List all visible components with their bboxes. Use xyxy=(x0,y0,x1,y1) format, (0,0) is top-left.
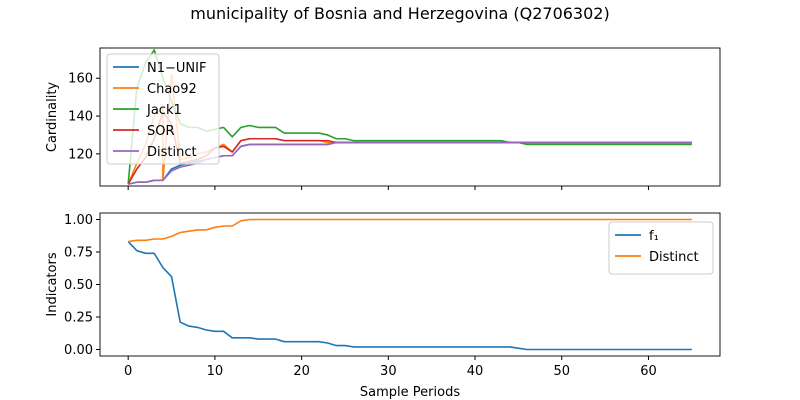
y-tick-label: 0.75 xyxy=(64,246,93,261)
series-line xyxy=(128,141,692,185)
y-tick-label: 140 xyxy=(68,110,93,125)
legend-label: Distinct xyxy=(649,250,699,265)
legend-label: Distinct xyxy=(147,145,197,160)
axes-frame xyxy=(99,212,721,357)
series-line xyxy=(127,241,692,351)
legend: f₁ Distinct xyxy=(608,221,714,275)
series-line xyxy=(128,218,692,243)
legend-box xyxy=(608,221,714,275)
legend-label: N1−UNIF xyxy=(147,61,206,76)
x-tick-label: 40 xyxy=(467,364,484,379)
x-tick-label: 20 xyxy=(293,364,310,379)
y-tick-label: 160 xyxy=(68,72,93,87)
y-tick-label: 120 xyxy=(68,147,93,162)
x-tick-label: 10 xyxy=(207,364,224,379)
legend-label: Jack1 xyxy=(146,103,182,118)
indicators-axes: 0 10 20 30 40 50 60 0.00 0.25 0.50 0.75 1.00 Indicat… xyxy=(45,212,721,400)
cardinality-axes: 120 140 160 Cardinality N1−UNIF Chao92 Jack1 SO… xyxy=(45,47,721,190)
y-tick-label: 0.00 xyxy=(64,343,93,358)
x-tick-label: 60 xyxy=(640,364,657,379)
x-tick-label: 50 xyxy=(553,364,570,379)
legend: N1−UNIF Chao92 Jack1 SOR Distinct xyxy=(106,53,220,165)
chart-title: municipality of Bosnia and Herzegovina (… xyxy=(190,4,609,23)
x-tick-label: 30 xyxy=(380,364,397,379)
x-axis-label: Sample Periods xyxy=(360,385,460,400)
legend-label: f₁ xyxy=(649,229,659,244)
axes-frame xyxy=(99,47,721,187)
y-tick-label: 0.50 xyxy=(64,278,93,293)
y-tick-label: 0.25 xyxy=(64,311,93,326)
legend-label: SOR xyxy=(147,124,175,139)
y-axis-label: Cardinality xyxy=(45,82,60,153)
x-tick-label: 0 xyxy=(124,364,132,379)
y-axis-label: Indicators xyxy=(45,252,60,316)
legend-label: Chao92 xyxy=(147,82,197,97)
y-tick-label: 1.00 xyxy=(64,213,93,228)
legend-box xyxy=(106,53,220,165)
